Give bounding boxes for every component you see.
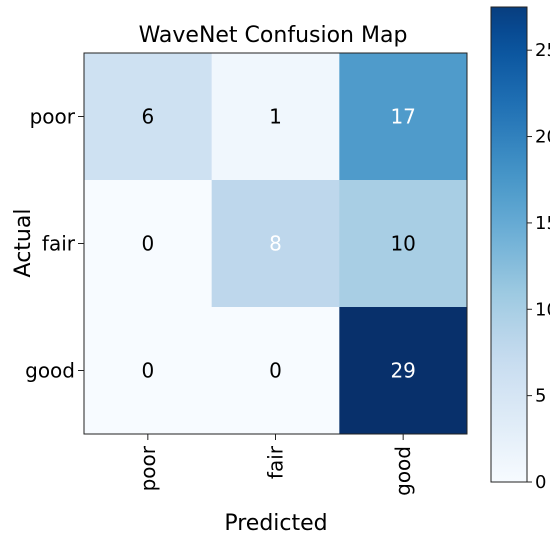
heatmap-cell [84,180,213,308]
heatmap-cell [84,307,213,435]
y-tick-label: poor [30,105,76,129]
cell-value-label: 0 [141,359,154,383]
colorbar-tick-label: 0 [535,472,546,493]
cell-value-label: 0 [141,232,154,256]
colorbar-tick-label: 5 [535,386,546,407]
colorbar-gradient [490,6,528,483]
heatmap-cell [211,53,340,181]
heatmap-cell [211,180,340,308]
colorbar-tick-label: 25 [535,40,550,61]
cell-value-label: 17 [390,105,415,129]
y-axis-ticks: poor fair good [25,105,84,383]
x-axis-label: Predicted [224,511,327,536]
heatmap-cell [211,307,340,435]
colorbar-ticks: 0 5 10 15 20 25 [527,40,550,493]
colorbar-tick-label: 20 [535,127,550,148]
cell-value-label: 29 [390,359,415,383]
colorbar-tick-label: 10 [535,299,550,320]
heatmap-cell [84,53,213,181]
x-axis-ticks: poor fair good [136,434,415,496]
heatmap-cells [84,53,468,435]
heatmap-cell-labels: 6 1 17 0 8 10 0 0 29 [141,105,415,383]
cell-value-label: 8 [269,232,282,256]
cell-value-label: 0 [269,359,282,383]
colorbar-tick-label: 15 [535,213,550,234]
chart-title: WaveNet Confusion Map [139,23,408,48]
heatmap-cell [339,307,468,435]
x-tick-label: good [391,446,415,496]
y-axis-label: Actual [11,209,36,278]
x-tick-label: poor [136,445,160,491]
x-tick-label: fair [264,445,288,479]
cell-value-label: 10 [390,232,415,256]
y-tick-label: good [25,359,75,383]
colorbar: 0 5 10 15 20 25 [490,6,550,493]
heatmap-cell [339,53,468,181]
heatmap-cell [339,180,468,308]
y-tick-label: fair [42,232,76,256]
cell-value-label: 6 [141,105,154,129]
cell-value-label: 1 [269,105,282,129]
